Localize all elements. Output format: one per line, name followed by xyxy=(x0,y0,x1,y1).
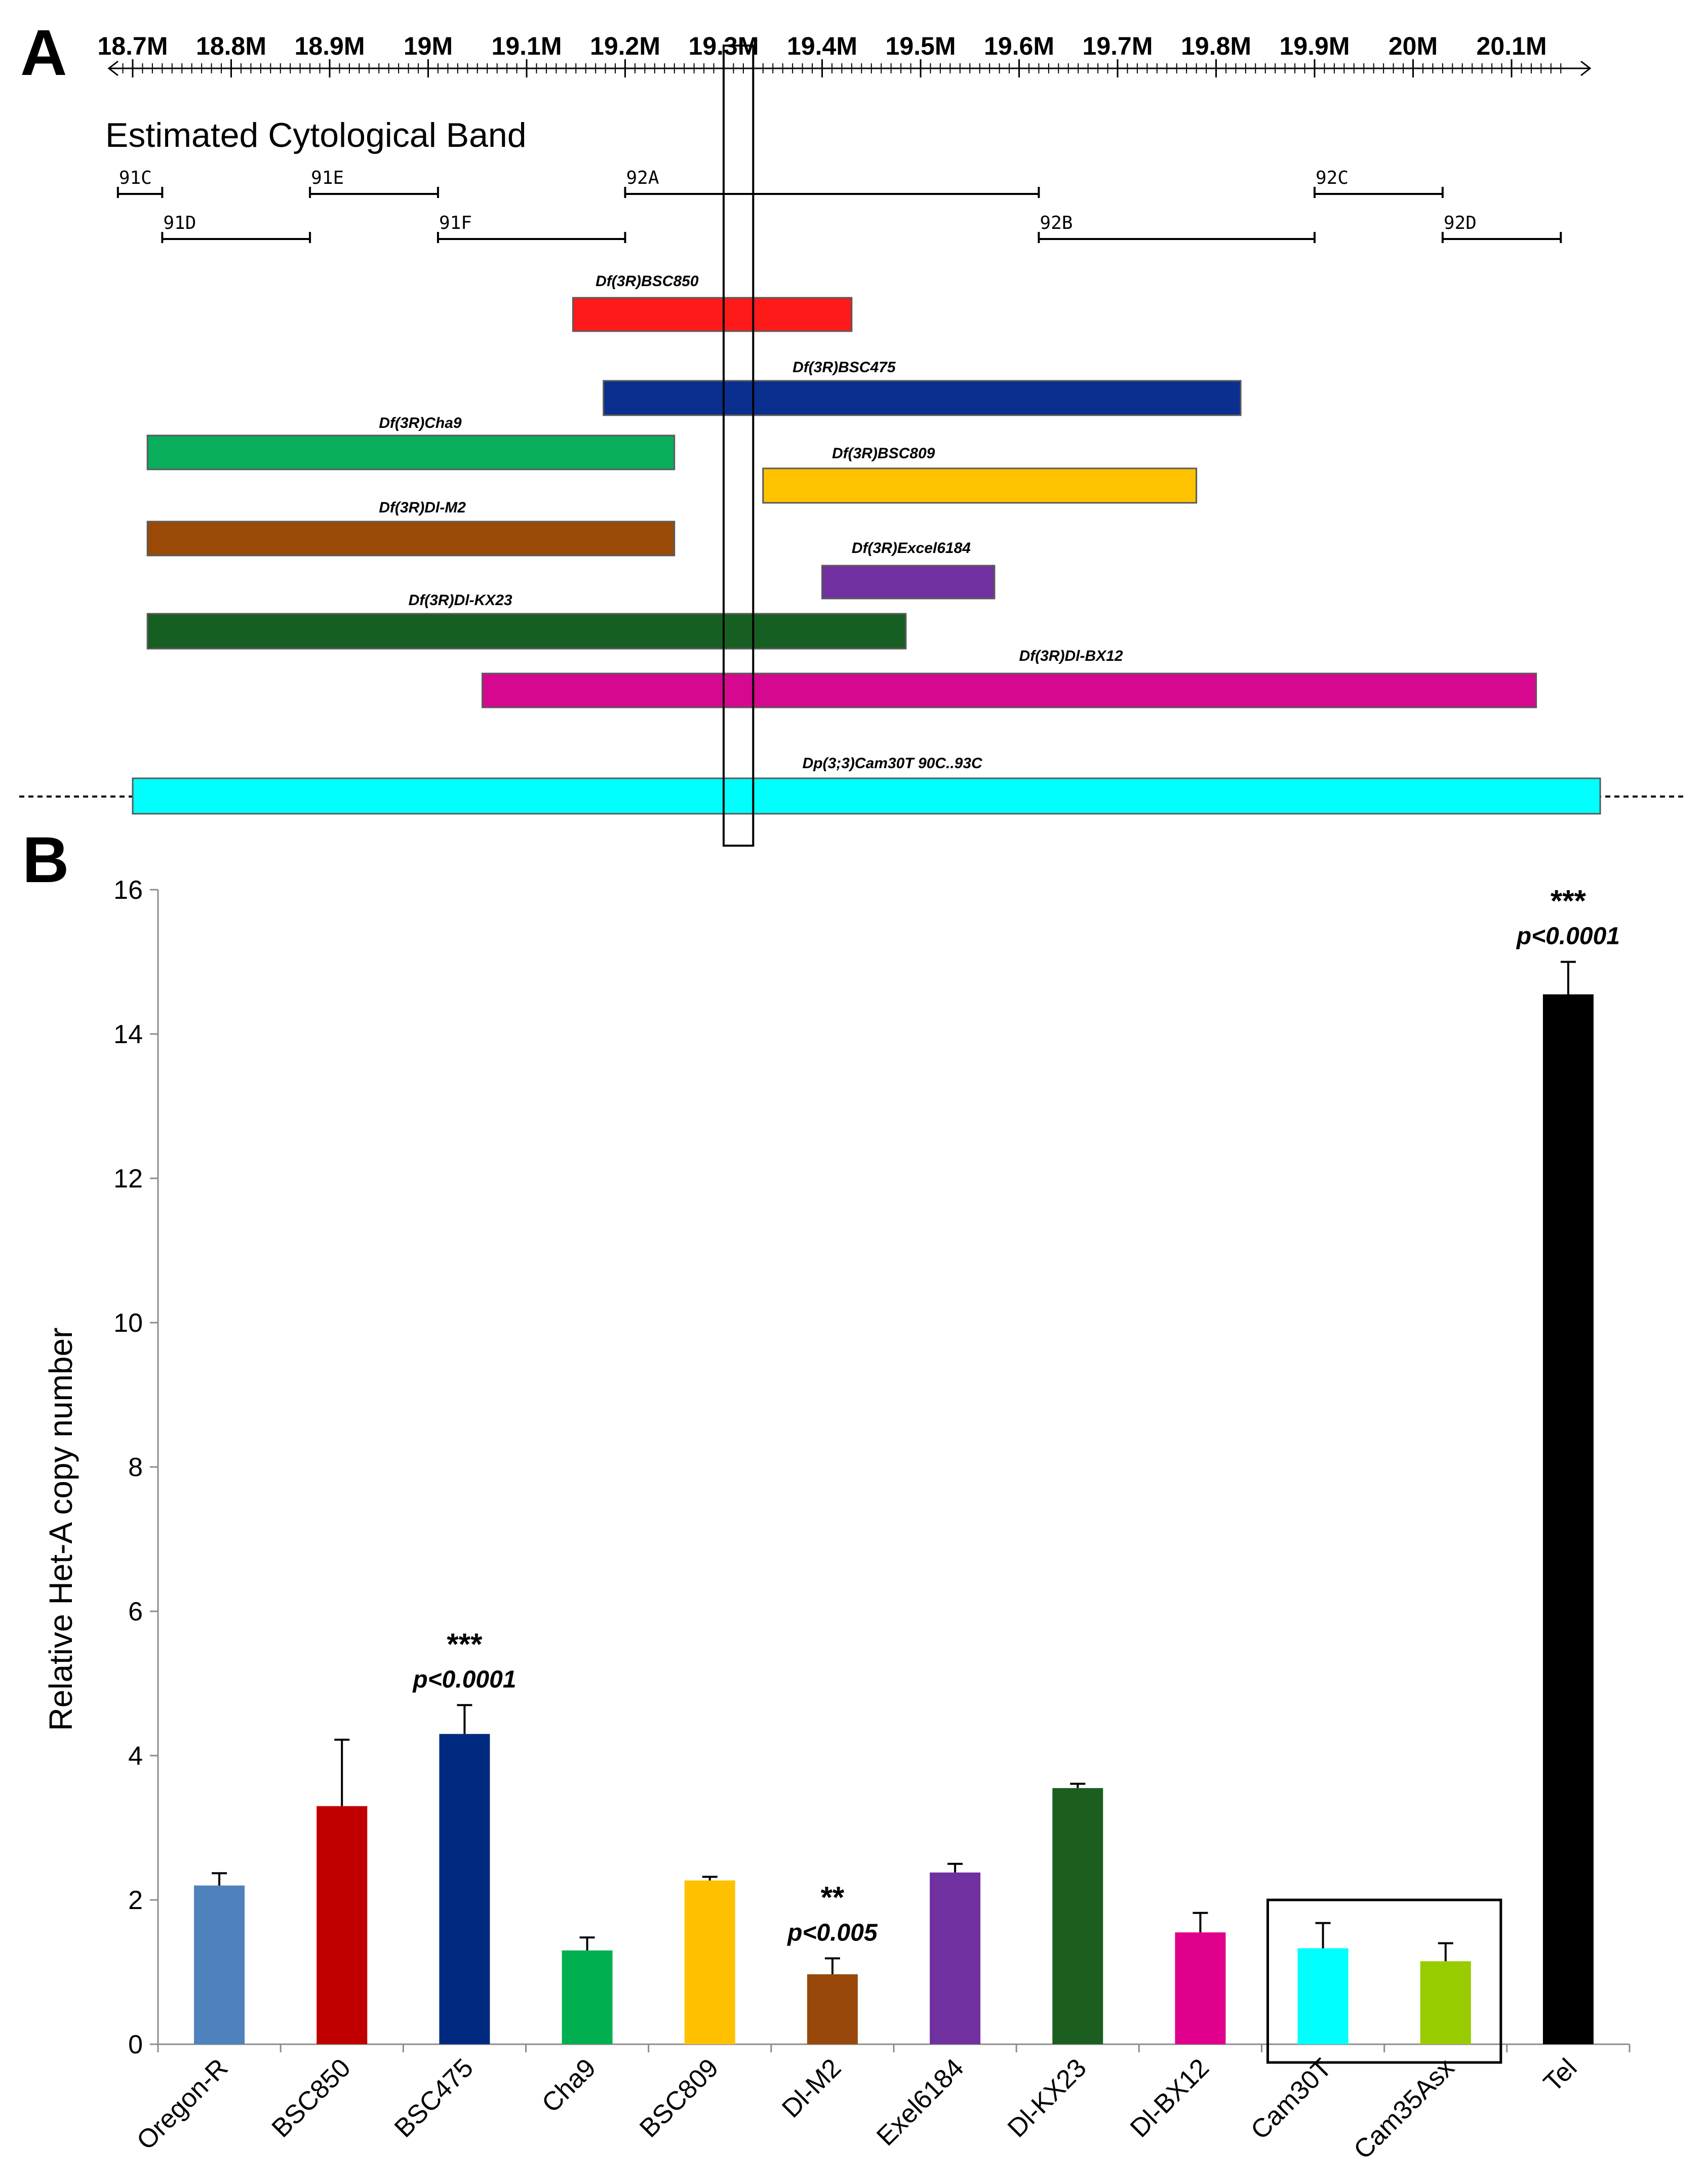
x-tick-label-exel6184: Exel6184 xyxy=(871,2053,969,2151)
bar-dl-m2 xyxy=(807,1974,858,2044)
genome-tick-label-19-7m: 19.7M xyxy=(1083,32,1153,60)
x-tick-label-bsc475: BSC475 xyxy=(389,2053,479,2143)
band-label-91e: 91E xyxy=(311,168,344,188)
region-highlight-box xyxy=(723,45,755,847)
panel-a-letter: A xyxy=(20,17,67,89)
y-tick-label-4: 4 xyxy=(128,1741,143,1771)
y-tick-label-2: 2 xyxy=(128,1886,143,1915)
genome-tick-label-19-2m: 19.2M xyxy=(590,32,660,60)
bar-exel6184 xyxy=(930,1872,981,2044)
genome-tick-label-20m: 20M xyxy=(1389,32,1438,60)
cytological-bands: 91C 91D 91E 91F 92A 92B 92C 92D xyxy=(116,168,1562,243)
deletion-label-df-3r-cha9: Df(3R)Cha9 xyxy=(379,415,462,431)
genome-tick-label-19-6m: 19.6M xyxy=(984,32,1054,60)
genome-tick-label-18-9m: 18.9M xyxy=(295,32,365,60)
x-tick-label-tel: Tel xyxy=(1538,2053,1582,2097)
genome-tick-label-19-1m: 19.1M xyxy=(492,32,562,60)
bar-cam35asx xyxy=(1420,1961,1471,2044)
panel-b: B Relative Het-A copy number 0 2 4 6 8 10 12 14… xyxy=(22,824,1631,2165)
bar-oregon-r xyxy=(194,1885,245,2044)
genome-axis-right-arrow xyxy=(1580,60,1592,76)
x-tick-label-oregon-r: Oregon-R xyxy=(131,2053,233,2155)
significance-stars-tel: *** xyxy=(1551,884,1587,918)
y-tick-label-6: 6 xyxy=(128,1597,143,1626)
y-tick-label-16: 16 xyxy=(113,876,143,905)
deletion-bars: Df(3R)BSC850 Df(3R)BSC475 Df(3R)Cha9 Df(3R)… xyxy=(19,273,1686,815)
x-tick-label-bsc850: BSC850 xyxy=(266,2053,356,2143)
deletion-bar-df-3r-bsc850 xyxy=(572,297,853,332)
y-tick-label-8: 8 xyxy=(128,1453,143,1482)
genome-tick-label-20-1m: 20.1M xyxy=(1477,32,1547,60)
significance-stars-dl-m2: ** xyxy=(821,1880,845,1914)
genome-coordinate-axis: 18.7M 18.8M 18.9M 19M 19.1M 19.2M 19.3M 19.4M 19… xyxy=(98,32,1592,77)
deletion-bar-df-3r-bsc809 xyxy=(762,467,1198,504)
panel-b-letter: B xyxy=(22,824,69,896)
deletion-label-df-3r-dl-m2: Df(3R)Dl-M2 xyxy=(379,499,466,516)
genome-tick-label-19-9m: 19.9M xyxy=(1280,32,1350,60)
band-label-91d: 91D xyxy=(163,213,196,233)
deletion-bar-df-3r-dl-m2 xyxy=(146,521,676,557)
y-tick-label-10: 10 xyxy=(113,1308,143,1338)
bar-bsc809 xyxy=(684,1880,735,2044)
deletion-bar-df-3r-excel6184 xyxy=(821,565,996,600)
x-tick-label-dl-bx12: Dl-BX12 xyxy=(1125,2053,1215,2143)
deletion-label-df-3r-bsc475: Df(3R)BSC475 xyxy=(792,359,896,376)
p-value-tel: p<0.0001 xyxy=(1516,923,1620,950)
boxed-categories-frame xyxy=(1266,1898,1502,2064)
band-label-91f: 91F xyxy=(439,213,472,233)
x-tick-label-cam30t: Cam30T xyxy=(1245,2053,1337,2145)
deletion-label-df-3r-bsc850: Df(3R)BSC850 xyxy=(596,273,699,290)
deletion-label-df-3r-dl-kx23: Df(3R)Dl-KX23 xyxy=(409,592,512,609)
x-tick-label-bsc809: BSC809 xyxy=(634,2053,724,2143)
x-tick-label-cha9: Cha9 xyxy=(536,2053,602,2118)
panel-a: A 18.7M 18.8M 18.9M 19M 19.1M 19.2M 19.3M 19.4M… xyxy=(19,17,1686,847)
x-tick-label-dl-kx23: Dl-KX23 xyxy=(1002,2053,1092,2143)
band-label-92a: 92A xyxy=(626,168,659,188)
y-axis-label: Relative Het-A copy number xyxy=(43,1328,79,1731)
p-value-dl-m2: p<0.005 xyxy=(786,1919,878,1946)
x-tick-label-dl-m2: Dl-M2 xyxy=(776,2053,847,2123)
genome-tick-label-18-7m: 18.7M xyxy=(98,32,168,60)
y-tick-label-14: 14 xyxy=(113,1020,143,1049)
deletion-label-df-3r-excel6184: Df(3R)Excel6184 xyxy=(852,540,971,557)
bar-bsc475 xyxy=(439,1734,490,2044)
bar-cha9 xyxy=(562,1950,613,2044)
genome-tick-label-19-4m: 19.4M xyxy=(787,32,857,60)
bar-chart: 0 2 4 6 8 10 12 14 16 Oregon-R BSC850 BSC475 Cha9 BSC… xyxy=(113,876,1631,2165)
cytological-band-title: Estimated Cytological Band xyxy=(105,116,527,154)
deletion-bar-df-3r-dl-kx23 xyxy=(146,613,907,650)
bar-dl-bx12 xyxy=(1175,1932,1226,2044)
band-label-92b: 92B xyxy=(1040,213,1073,233)
deletion-label-df-3r-dl-bx12: Df(3R)Dl-BX12 xyxy=(1019,648,1123,664)
bar-cam30t xyxy=(1297,1948,1349,2044)
genome-tick-label-19-8m: 19.8M xyxy=(1181,32,1251,60)
bar-dl-kx23 xyxy=(1052,1788,1103,2044)
deletion-bar-df-3r-bsc475 xyxy=(603,380,1242,416)
genome-axis-left-arrow xyxy=(107,60,118,76)
deletion-label-dp-3-3-cam30t-90c-93c: Dp(3;3)Cam30T 90C..93C xyxy=(803,755,983,772)
y-tick-label-12: 12 xyxy=(113,1164,143,1194)
deletion-bar-df-3r-dl-bx12 xyxy=(481,672,1537,708)
deletion-label-df-3r-bsc809: Df(3R)BSC809 xyxy=(832,445,935,462)
band-label-92d: 92D xyxy=(1444,213,1477,233)
x-tick-label-cam35asx: Cam35Asx xyxy=(1348,2053,1460,2165)
deletion-bar-df-3r-cha9 xyxy=(146,434,676,470)
y-tick-label-0: 0 xyxy=(128,2030,143,2059)
p-value-bsc475: p<0.0001 xyxy=(412,1666,516,1693)
deletion-bar-dp-3-3-cam30t-90c-93c xyxy=(132,777,1601,815)
band-label-92c: 92C xyxy=(1316,168,1349,188)
significance-stars-bsc475: *** xyxy=(447,1627,483,1661)
band-label-91c: 91C xyxy=(119,168,152,188)
genome-tick-label-19-5m: 19.5M xyxy=(886,32,956,60)
bar-tel xyxy=(1542,994,1594,2044)
genome-tick-label-19m: 19M xyxy=(404,32,453,60)
bar-bsc850 xyxy=(316,1806,368,2044)
genome-tick-label-18-8m: 18.8M xyxy=(196,32,266,60)
